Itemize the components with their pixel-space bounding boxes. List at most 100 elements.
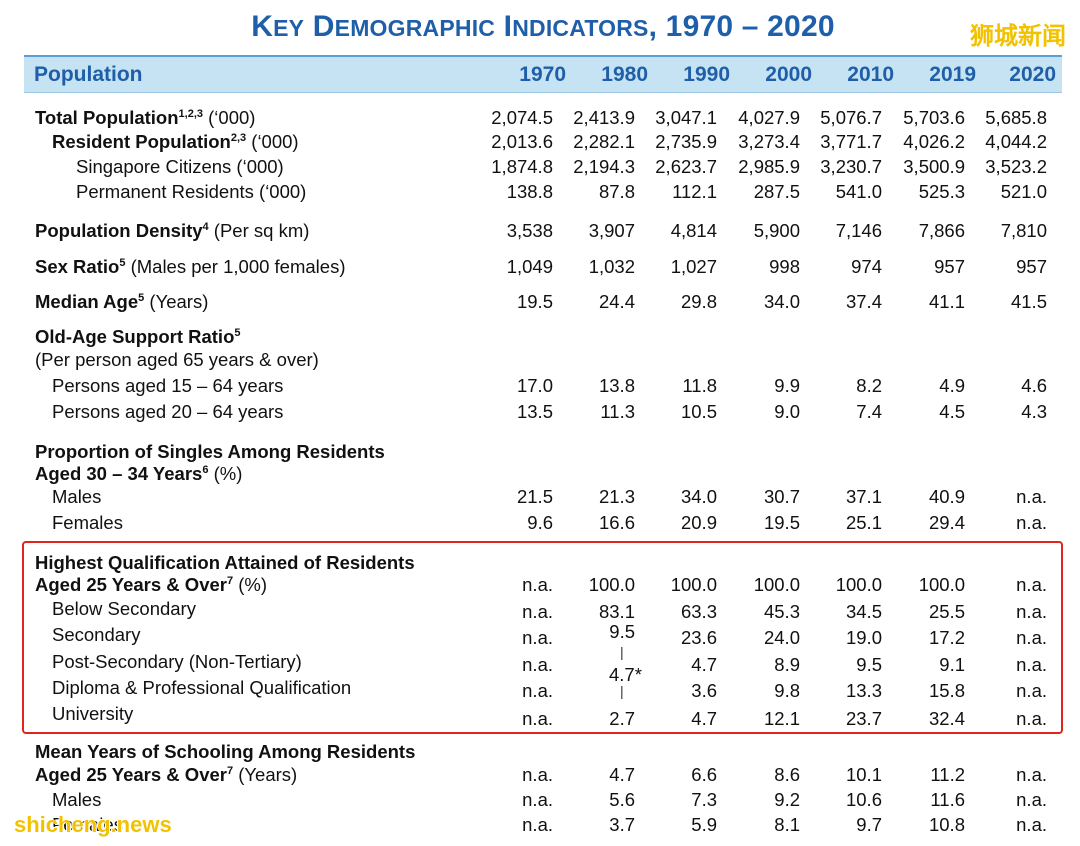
table-cell: 3,907 — [588, 220, 635, 241]
table-row: Persons aged 15 – 64 years 17.0 13.8 11.8 9.… — [0, 375, 1080, 399]
table-cell: 30.7 — [763, 486, 800, 507]
table-cell: 4,814 — [670, 220, 717, 241]
table-cell: n.a. — [522, 680, 553, 701]
watermark-logo-bottom: shicheng.news — [14, 812, 172, 837]
table-cell: 9.6 — [527, 512, 553, 533]
table-cell: 7,146 — [835, 220, 882, 241]
table-cell: 83.1 — [598, 601, 635, 622]
page-title: KEY DEMOGRAPHIC INDICATORS, 1970 – 2020 — [251, 10, 835, 43]
table-cell: 34.0 — [763, 291, 800, 312]
table-cell: n.a. — [522, 764, 553, 785]
table-row: Females n.a. 3.7 5.9 8.1 9.7 10.8 n.a. — [0, 814, 1080, 838]
table-row: Proportion of Singles Among Residents — [0, 441, 1080, 465]
row-unit: (%) — [233, 574, 268, 595]
table-row: Median Age5 (Years) 19.5 24.4 29.8 34.0 37.4 4… — [0, 291, 1080, 315]
table-row: Permanent Residents (‘000) 138.8 87.8 112.1… — [0, 181, 1080, 205]
table-cell: 37.1 — [845, 486, 882, 507]
table-row: Secondary n.a. 9.5 23.6 24.0 19.0 17.2 n.a. — [0, 621, 1080, 648]
table-cell: 11.3 — [600, 401, 635, 422]
row-label: Persons aged 20 – 64 years — [52, 401, 284, 422]
row-label: Proportion of Singles Among Residents — [35, 441, 385, 462]
table-cell: 957 — [1016, 256, 1047, 277]
table-cell: 3,500.9 — [903, 156, 965, 177]
row-label: Population Density4 (Per sq km) — [35, 220, 310, 241]
row-label: Secondary — [52, 624, 141, 645]
table-cell: 13.8 — [598, 375, 635, 396]
row-label: Permanent Residents (‘000) — [76, 181, 307, 202]
row-label: Diploma & Professional Qualification — [52, 677, 352, 698]
row-label: Females — [52, 814, 123, 835]
bracket-tick: | — [620, 644, 624, 660]
table-row: Mean Years of Schooling Among Residents — [0, 741, 1080, 765]
table-cell: 2,735.9 — [655, 131, 717, 152]
table-cell: 5,703.6 — [903, 107, 965, 128]
footnote-marker: 7 — [226, 764, 234, 777]
row-label: Resident Population2,3 (‘000) — [52, 131, 299, 152]
table-cell: 20.9 — [680, 512, 717, 533]
table-cell: 525.3 — [918, 181, 965, 202]
table-cell: 2,413.9 — [573, 107, 635, 128]
table-cell: 12.1 — [763, 708, 800, 729]
table-cell: 521.0 — [1000, 181, 1047, 202]
table-row: Aged 30 – 34 Years6 (%) — [0, 463, 1080, 487]
row-label: Persons aged 15 – 64 years — [52, 375, 284, 396]
table-cell: 974 — [851, 256, 882, 277]
row-label: Males — [52, 486, 102, 507]
footnote-marker: 4 — [202, 220, 209, 233]
table-cell: 138.8 — [506, 181, 553, 202]
table-cell: 4.7 — [609, 764, 635, 785]
table-cell: n.a. — [1016, 654, 1047, 675]
table-cell: 45.3 — [763, 601, 800, 622]
table-cell: 3,230.7 — [820, 156, 882, 177]
table-cell: 19.5 — [763, 512, 800, 533]
row-unit: (‘000) — [203, 107, 256, 128]
table-cell: 2,013.6 — [491, 131, 553, 152]
table-cell: 9.5 — [856, 654, 882, 675]
table-cell: 100.0 — [835, 574, 882, 595]
table-cell: 2,623.7 — [655, 156, 717, 177]
footnote-marker: 5 — [119, 256, 126, 269]
table-cell: 17.0 — [516, 375, 553, 396]
table-cell: 19.0 — [845, 627, 882, 648]
table-cell: n.a. — [1016, 627, 1047, 648]
table-row: Females 9.6 16.6 20.9 19.5 25.1 29.4 n.a. — [0, 512, 1080, 536]
table-cell: 7.3 — [691, 789, 717, 810]
footnote-marker: 7 — [226, 574, 234, 587]
table-cell: 8.9 — [774, 654, 800, 675]
table-cell: 3.6 — [691, 680, 717, 701]
table-cell: 17.2 — [928, 627, 965, 648]
table-cell: 32.4 — [928, 708, 965, 729]
table-cell: 8.1 — [774, 814, 800, 835]
row-label: Sex Ratio5 (Males per 1,000 females) — [35, 256, 346, 277]
table-cell: 23.6 — [680, 627, 717, 648]
table-cell: 10.1 — [845, 764, 882, 785]
table-cell: 19.5 — [516, 291, 553, 312]
table-cell: 9.9 — [774, 375, 800, 396]
table-cell: 2,985.9 — [738, 156, 800, 177]
table-cell: n.a. — [522, 574, 553, 595]
table-cell: 4,044.2 — [985, 131, 1047, 152]
table-cell: 6.6 — [691, 764, 717, 785]
header-year: 2020 — [1009, 63, 1056, 86]
table-cell: n.a. — [522, 654, 553, 675]
table-cell: 9.1 — [939, 654, 965, 675]
footnote-marker: 5 — [138, 291, 145, 304]
table-cell: 2,074.5 — [491, 107, 553, 128]
table-cell: 4.6 — [1021, 375, 1047, 396]
row-label: Aged 25 Years & Over7 (%) — [35, 574, 268, 595]
table-cell: 9.2 — [774, 789, 800, 810]
table-cell: 5.9 — [691, 814, 717, 835]
row-unit: (Per sq km) — [208, 220, 310, 241]
table-cell: n.a. — [1016, 601, 1047, 622]
table-cell: 10.5 — [680, 401, 717, 422]
table-row: Resident Population2,3 (‘000) 2,013.6 2,28… — [0, 131, 1080, 155]
table-cell: 3,523.2 — [985, 156, 1047, 177]
table-row: Post-Secondary (Non-Tertiary) n.a. 4.7 8.9 9… — [0, 651, 1080, 675]
table-row: University n.a. 2.7 4.7 12.1 23.7 32.4 n.a. — [0, 703, 1080, 729]
header-year: 1980 — [601, 63, 648, 86]
table-cell: 63.3 — [680, 601, 717, 622]
table-cell: 11.2 — [930, 764, 965, 785]
row-label: Singapore Citizens (‘000) — [76, 156, 284, 177]
table-cell: 1,874.8 — [491, 156, 553, 177]
table-cell: 3.7 — [609, 814, 635, 835]
